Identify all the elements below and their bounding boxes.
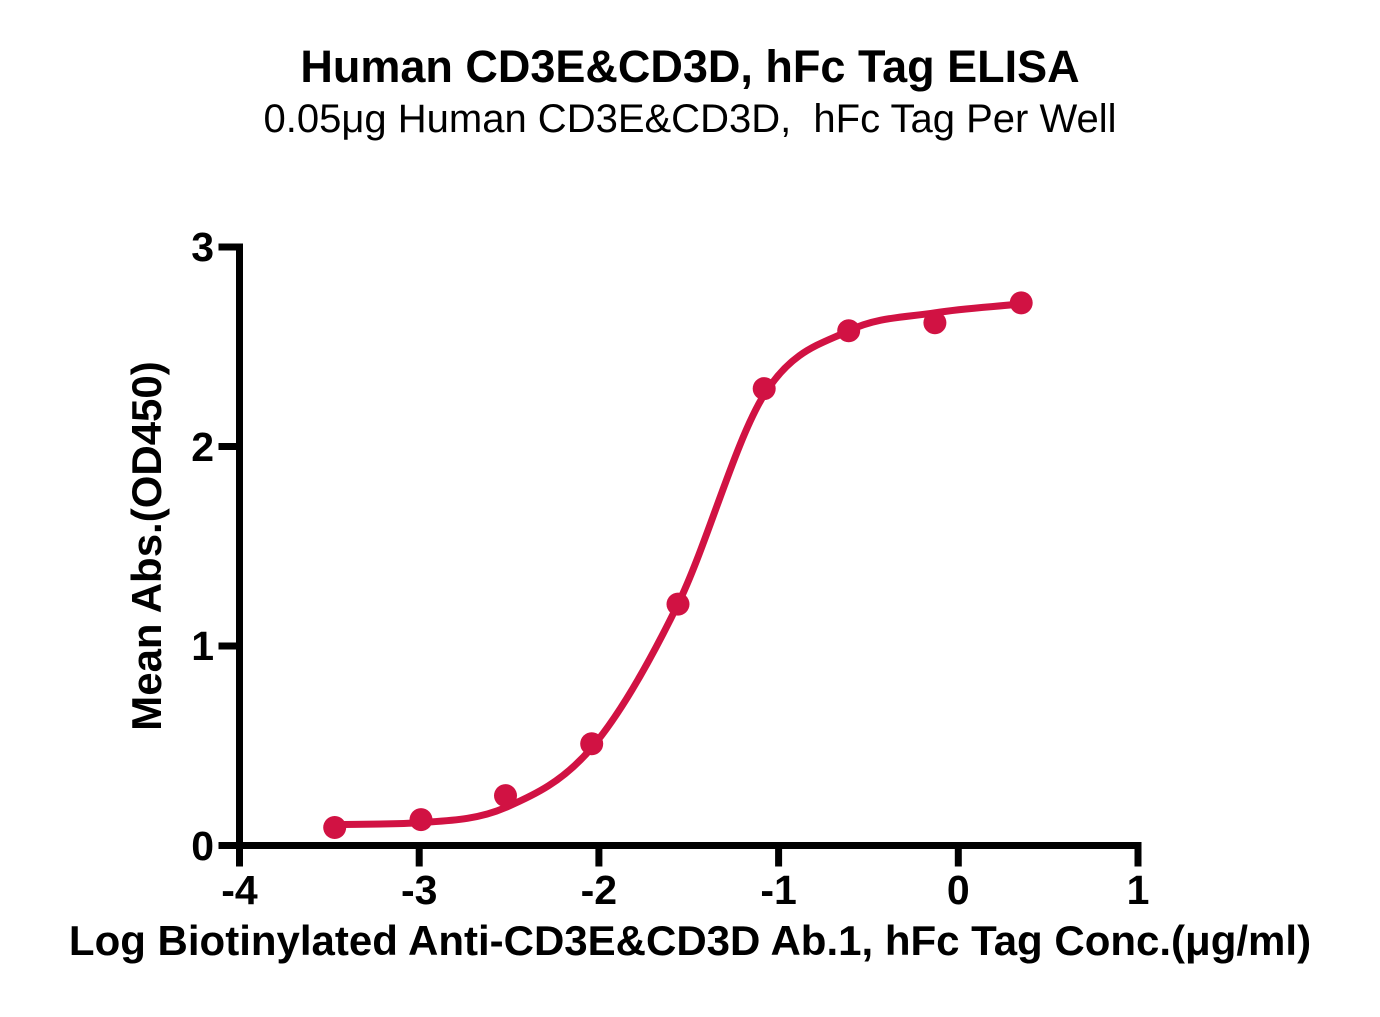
x-tick-label: -4 bbox=[221, 867, 258, 913]
data-point bbox=[494, 784, 517, 808]
x-tick-label: 1 bbox=[1126, 867, 1150, 913]
x-tick-label: -1 bbox=[760, 867, 797, 913]
data-point bbox=[923, 311, 947, 335]
chart-subtitle: 0.05μg Human CD3E&CD3D, hFc Tag Per Well bbox=[263, 97, 1117, 141]
data-point bbox=[580, 732, 604, 756]
y-tick-label: 1 bbox=[191, 623, 214, 669]
data-point bbox=[409, 808, 433, 832]
data-point bbox=[323, 816, 347, 839]
y-tick-label: 3 bbox=[191, 224, 214, 270]
data-point bbox=[1009, 291, 1033, 315]
y-tick-label: 2 bbox=[191, 423, 214, 470]
data-point bbox=[666, 592, 690, 616]
x-tick-label: 0 bbox=[946, 867, 970, 913]
data-point bbox=[837, 319, 861, 343]
x-tick-label: -2 bbox=[580, 867, 618, 913]
chart-title: Human CD3E&CD3D, hFc Tag ELISA bbox=[300, 41, 1080, 92]
data-point bbox=[752, 377, 776, 401]
fit-curve bbox=[331, 300, 1025, 829]
y-tick-label: 0 bbox=[191, 822, 214, 869]
x-tick-label: -3 bbox=[400, 867, 438, 913]
x-axis-label: Log Biotinylated Anti-CD3E&CD3D Ab.1, hF… bbox=[68, 917, 1312, 964]
